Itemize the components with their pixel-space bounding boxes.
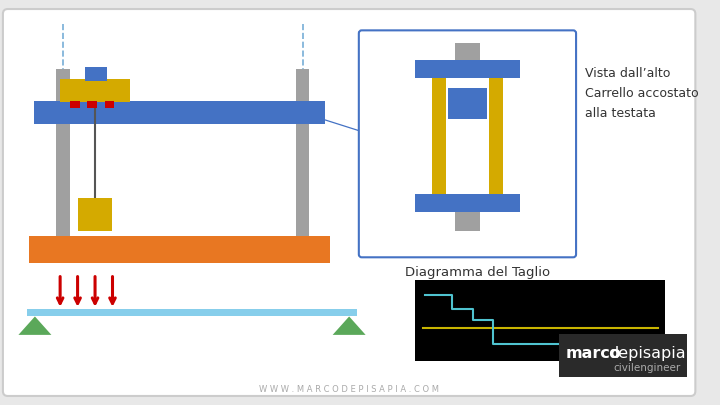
Text: Vista dall’alto
Carrello accostato
alla testata: Vista dall’alto Carrello accostato alla …: [585, 67, 698, 120]
Text: Diagramma del Taglio: Diagramma del Taglio: [405, 266, 549, 279]
Bar: [78, 198, 112, 231]
Bar: [415, 279, 665, 361]
Bar: [86, 67, 107, 81]
Text: W W W . M A R C O D E P I S A P I A . C O M: W W W . M A R C O D E P I S A P I A . C …: [259, 385, 439, 394]
Text: civilengineer: civilengineer: [613, 363, 681, 373]
Polygon shape: [19, 316, 51, 335]
Bar: [415, 60, 520, 78]
Text: marco: marco: [565, 345, 621, 360]
Bar: [489, 78, 503, 212]
FancyBboxPatch shape: [3, 9, 696, 396]
Bar: [559, 334, 687, 377]
Bar: [34, 101, 325, 124]
Bar: [296, 69, 310, 254]
Bar: [27, 309, 357, 316]
Polygon shape: [333, 316, 366, 335]
Bar: [87, 101, 97, 108]
Bar: [455, 43, 480, 60]
Text: depisapia: depisapia: [608, 345, 685, 360]
Bar: [455, 212, 480, 231]
Bar: [60, 79, 130, 102]
Bar: [448, 87, 487, 119]
Bar: [70, 101, 79, 108]
FancyBboxPatch shape: [359, 30, 576, 257]
Bar: [104, 101, 114, 108]
Bar: [29, 236, 330, 263]
Bar: [415, 194, 520, 212]
Bar: [431, 78, 446, 212]
Bar: [56, 69, 70, 254]
